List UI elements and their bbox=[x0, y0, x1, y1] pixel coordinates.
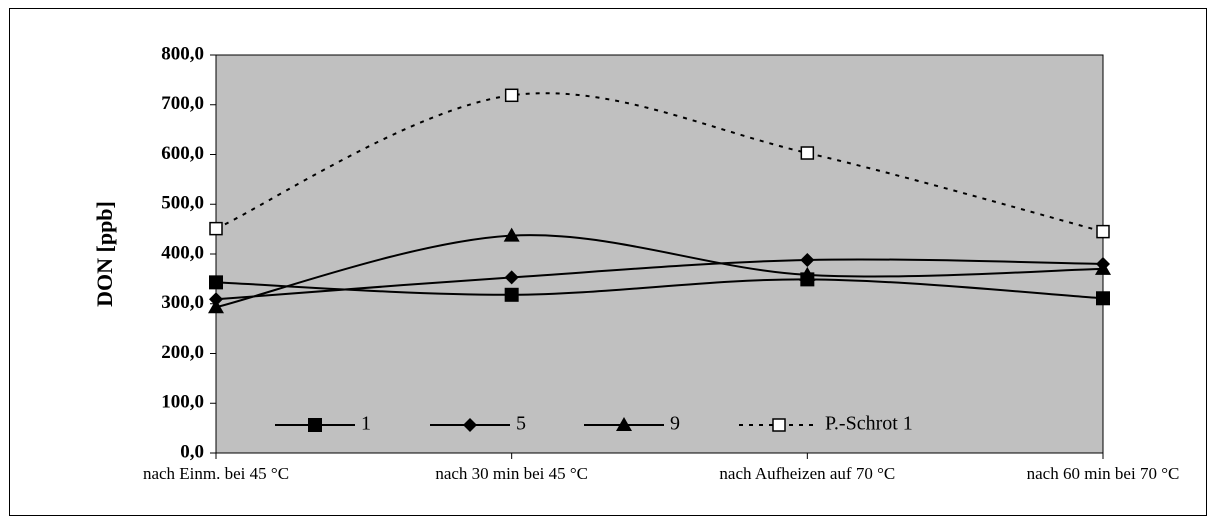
y-tick-label: 200,0 bbox=[161, 342, 204, 363]
series-lines bbox=[215, 92, 1104, 309]
x-axis: nach Einm. bei 45 °C nach 30 min bei 45 °… bbox=[143, 453, 1179, 483]
series-line-4 bbox=[215, 92, 1104, 233]
data-point bbox=[800, 146, 815, 160]
legend-label: 9 bbox=[670, 413, 680, 435]
y-tick-label: 700,0 bbox=[161, 93, 204, 114]
y-tick-label: 0,0 bbox=[180, 441, 204, 462]
data-point bbox=[208, 299, 224, 314]
legend-marker bbox=[616, 417, 632, 431]
legend-label: 1 bbox=[361, 413, 371, 435]
y-tick-label: 600,0 bbox=[161, 143, 204, 164]
data-point bbox=[799, 266, 816, 281]
legend: 1 5 9 P.-Schrot 1 bbox=[275, 413, 913, 435]
x-tick-label: nach 60 min bei 70 °C bbox=[1027, 464, 1180, 483]
y-axis-label: DON [ppb] bbox=[92, 201, 117, 307]
data-point bbox=[503, 227, 520, 242]
x-tick-label: nach Einm. bei 45 °C bbox=[143, 464, 289, 483]
data-point bbox=[1095, 260, 1111, 275]
data-point bbox=[1096, 291, 1110, 306]
legend-marker bbox=[463, 418, 477, 432]
x-tick-label: nach 30 min bei 45 °C bbox=[435, 464, 588, 483]
x-tick-label: nach Aufheizen auf 70 °C bbox=[719, 464, 895, 483]
y-tick-label: 300,0 bbox=[161, 292, 204, 313]
y-axis: 0,0 100,0 200,0 300,0 400,0 500,0 600,0 700,0 80… bbox=[161, 43, 216, 462]
series-markers bbox=[208, 88, 1111, 314]
data-point bbox=[504, 88, 519, 103]
y-tick-label: 100,0 bbox=[161, 392, 204, 413]
y-tick-label: 500,0 bbox=[161, 193, 204, 214]
series-line-2 bbox=[215, 258, 1104, 301]
legend-marker bbox=[772, 418, 786, 432]
legend-label: P.-Schrot 1 bbox=[825, 413, 913, 435]
data-point bbox=[504, 270, 519, 285]
data-point bbox=[1096, 224, 1110, 239]
legend-label: 5 bbox=[516, 413, 526, 435]
data-point bbox=[504, 287, 519, 302]
y-tick-label: 800,0 bbox=[161, 43, 204, 64]
legend-marker bbox=[308, 418, 322, 432]
data-point bbox=[800, 252, 815, 267]
data-point bbox=[209, 221, 223, 236]
series-line-3 bbox=[215, 234, 1104, 309]
data-point bbox=[209, 275, 223, 290]
plot-area bbox=[215, 54, 1104, 454]
y-tick-label: 400,0 bbox=[161, 242, 204, 263]
